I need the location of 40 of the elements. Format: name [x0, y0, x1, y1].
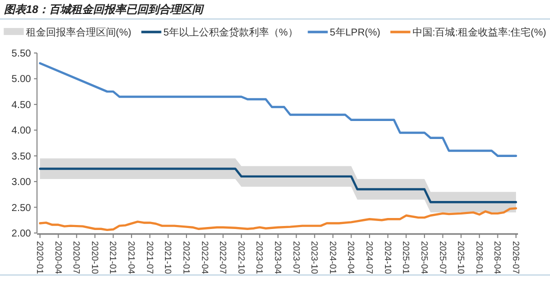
x-tick-label: 2023-10 [310, 241, 320, 274]
x-tick-label: 2020-04 [53, 241, 64, 274]
x-tick-label: 2022-10 [236, 241, 246, 274]
y-tick-label: 4.50 [12, 100, 32, 111]
legend-label: 5年以上公积金贷款利率（%） [163, 26, 298, 38]
x-tick-label: 2024-07 [364, 241, 375, 274]
x-tick-label: 2025-10 [456, 241, 466, 274]
x-tick-label: 2025-04 [419, 241, 430, 274]
x-tick-label: 2023-04 [273, 241, 283, 274]
x-tick-label: 2024-10 [382, 241, 393, 274]
y-tick-label: 4.00 [12, 126, 32, 137]
x-tick-label: 2020-01 [35, 241, 45, 274]
x-tick-label: 2022-07 [218, 241, 228, 274]
x-tick-label: 2021-10 [163, 241, 174, 274]
x-tick-label: 2023-07 [291, 241, 302, 274]
y-tick-label: 5.00 [12, 74, 32, 86]
x-tick-label: 2020-10 [90, 241, 100, 274]
legend-label: 5年LPR(%) [330, 26, 380, 38]
y-tick-label: 2.00 [12, 228, 32, 240]
legend-label: 中国:百城:租金收益率:住宅(%) [412, 26, 546, 38]
y-tick-label: 3.00 [12, 177, 32, 188]
y-tick-label: 5.50 [12, 48, 32, 60]
x-tick-label: 2026-01 [474, 241, 484, 274]
x-tick-label: 2026-07 [511, 241, 521, 274]
x-tick-label: 2024-01 [328, 241, 338, 274]
x-tick-label: 2025-07 [438, 241, 448, 274]
x-tick-label: 2021-07 [144, 241, 155, 274]
y-tick-label: 3.50 [12, 151, 32, 162]
x-tick-label: 2024-04 [346, 241, 356, 274]
title: 图表18：百城租金回报率已回到合理区间 [4, 4, 204, 16]
x-tick-label: 2021-01 [108, 241, 118, 274]
legend-label: 租金回报率合理区间(%) [26, 26, 132, 38]
x-tick-label: 2022-04 [200, 241, 210, 274]
x-tick-label: 2022-01 [181, 241, 192, 274]
x-tick-label: 2023-01 [254, 241, 265, 274]
y-tick-label: 2.50 [12, 202, 32, 214]
x-tick-label: 2021-04 [126, 241, 137, 274]
x-tick-label: 2026-04 [492, 241, 503, 274]
x-tick-label: 2020-07 [72, 241, 82, 274]
x-tick-label: 2025-01 [401, 241, 412, 274]
